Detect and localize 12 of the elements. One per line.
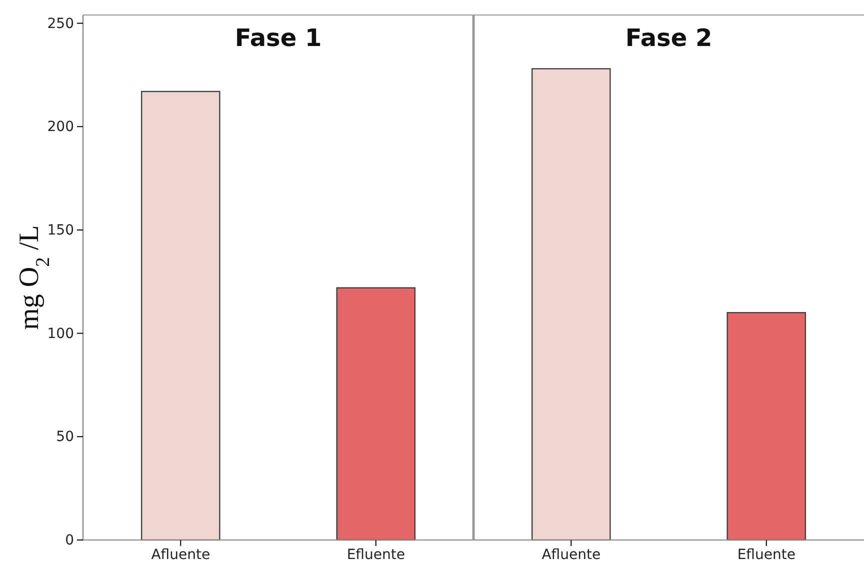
chart-title: Fase 2 — [625, 24, 712, 52]
y-tick-label: 150 — [47, 222, 74, 238]
x-tick-label: Efluente — [737, 546, 796, 563]
chart-title: Fase 1 — [234, 24, 322, 52]
y-tick-label: 100 — [47, 326, 74, 342]
y-tick-label: 200 — [47, 119, 74, 136]
x-tick-label: Afluente — [151, 546, 210, 563]
x-tick-label: Afluente — [542, 546, 601, 563]
x-tick-label: Efluente — [346, 546, 405, 563]
y-tick-label: 50 — [56, 429, 74, 446]
y-tick-label: 250 — [47, 16, 74, 32]
y-tick-label: 0 — [65, 532, 74, 548]
